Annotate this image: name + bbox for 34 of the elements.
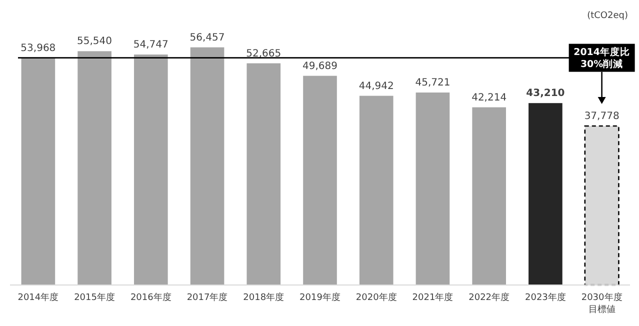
data-label: 55,540 bbox=[77, 36, 112, 48]
bar bbox=[303, 76, 337, 285]
x-tick-label: 2018年度 bbox=[243, 292, 284, 303]
bar bbox=[359, 96, 394, 285]
x-tick-label: 2030年度目標値 bbox=[581, 292, 622, 315]
bar bbox=[416, 92, 450, 285]
annotation: 2014年度比 30%削減 bbox=[574, 46, 630, 70]
data-label: 42,214 bbox=[472, 92, 507, 104]
data-label: 54,747 bbox=[133, 40, 168, 51]
data-label: 56,457 bbox=[190, 32, 225, 44]
bar bbox=[21, 58, 56, 285]
data-label: 37,778 bbox=[584, 110, 620, 122]
x-tick-label: 2019年度 bbox=[300, 292, 340, 303]
data-label: 45,721 bbox=[415, 78, 450, 89]
x-tick-label: 2020年度 bbox=[356, 292, 397, 303]
x-tick-label: 2014年度 bbox=[18, 292, 59, 303]
x-tick-label: 2016年度 bbox=[130, 292, 172, 303]
data-label: 43,210 bbox=[526, 88, 565, 100]
data-label: 52,665 bbox=[246, 48, 282, 60]
x-tick-label: 2015年度 bbox=[74, 292, 115, 303]
bar bbox=[246, 63, 281, 285]
x-tick-label: 2023年度 bbox=[525, 292, 566, 303]
bar bbox=[472, 107, 506, 285]
data-label: 49,689 bbox=[302, 60, 338, 72]
bar bbox=[134, 54, 168, 285]
bar bbox=[190, 47, 224, 285]
x-tick-label: 2021年度 bbox=[412, 292, 454, 303]
data-label: 53,968 bbox=[20, 42, 56, 54]
bar bbox=[78, 51, 112, 285]
bar bbox=[528, 103, 562, 285]
data-label: 44,942 bbox=[358, 80, 394, 92]
text: (tCO2eq) bbox=[587, 11, 628, 21]
x-tick-label: 2017年度 bbox=[186, 292, 228, 303]
x-tick-label: 2022年度 bbox=[468, 292, 510, 303]
